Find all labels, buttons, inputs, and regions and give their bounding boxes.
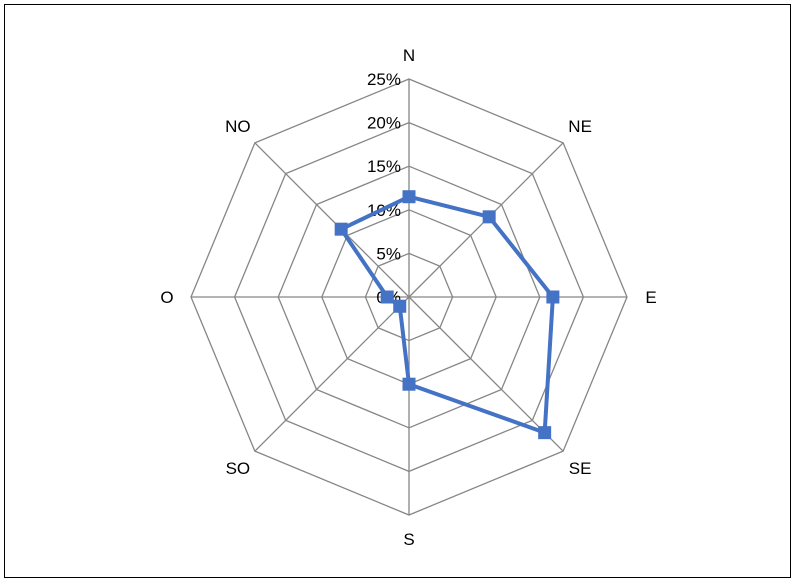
data-point-ne	[482, 210, 496, 224]
category-label-no: NO	[225, 117, 251, 136]
grid-spoke-se	[408, 296, 564, 452]
tick-label: 25%	[367, 70, 401, 89]
data-point-o	[380, 290, 394, 304]
data-point-se	[538, 426, 552, 440]
data-point-s	[402, 377, 416, 391]
data-point-no	[334, 222, 348, 236]
data-point-e	[546, 290, 560, 304]
category-label-o: O	[160, 288, 173, 307]
tick-label: 5%	[376, 244, 401, 263]
category-label-n: N	[403, 46, 415, 65]
tick-label: 15%	[367, 157, 401, 176]
category-label-ne: NE	[568, 117, 592, 136]
data-series	[334, 190, 560, 440]
category-label-e: E	[645, 288, 656, 307]
category-label-s: S	[403, 530, 414, 549]
data-point-n	[402, 190, 416, 204]
grid-spoke-no	[254, 142, 410, 298]
category-label-so: SO	[226, 459, 251, 478]
data-point-so	[393, 299, 407, 313]
tick-label: 20%	[367, 114, 401, 133]
grid-spoke-so	[254, 296, 410, 452]
category-label-se: SE	[569, 459, 592, 478]
radar-grid	[190, 78, 628, 516]
category-labels: N NE E SE S SO O NO	[160, 46, 656, 549]
